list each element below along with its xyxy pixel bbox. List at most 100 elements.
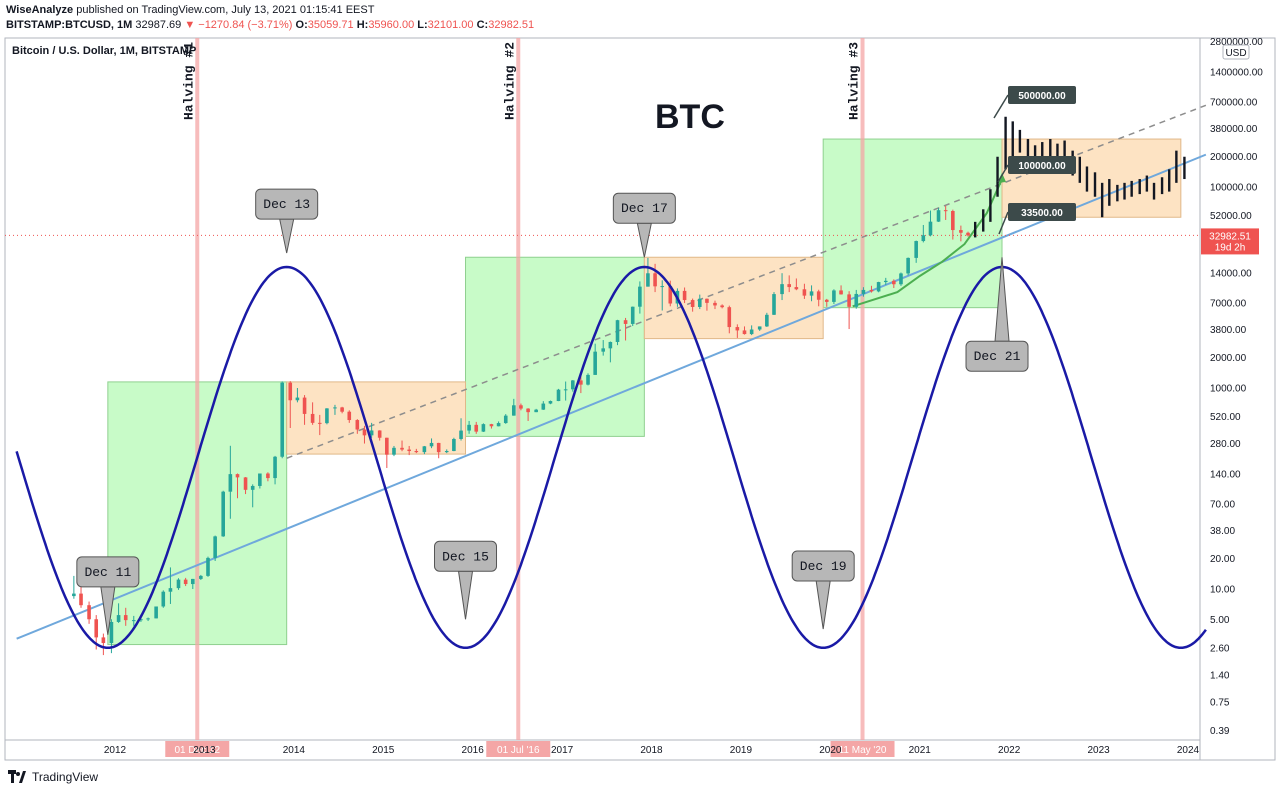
symbol-label: BITSTAMP:BTCUSD, 1M [6, 19, 133, 31]
price-tick-label[interactable]: 1000.00 [1210, 384, 1247, 395]
price-tick-label[interactable]: 1400000.00 [1210, 67, 1263, 78]
callout-pointer [636, 222, 652, 258]
time-tick-label[interactable]: 2018 [640, 745, 663, 756]
price-tick-label[interactable]: 1.40 [1210, 670, 1230, 681]
candle-body [630, 306, 635, 324]
cycle-callouts: Dec 11 Dec 13 Dec 15 Dec 17 Dec 19 Dec 21 [76, 188, 1029, 635]
projection-bar [1116, 184, 1119, 202]
time-tick-label[interactable]: 2012 [104, 745, 127, 756]
price-tick-label[interactable]: 200000.00 [1210, 152, 1258, 163]
candle-body [288, 382, 293, 401]
projection-bar [1056, 143, 1059, 167]
time-tick-label[interactable]: 2017 [551, 745, 574, 756]
tradingview-logo-icon [8, 770, 26, 783]
price-tick-label[interactable]: 2000.00 [1210, 353, 1247, 364]
candle-body [317, 422, 322, 424]
halving-date-badge [486, 741, 551, 757]
candle-body [653, 273, 657, 287]
price-tick-label[interactable]: 70.00 [1210, 500, 1235, 511]
price-tick-label[interactable]: 2.60 [1210, 643, 1230, 654]
price-tick-label[interactable]: 100000.00 [1210, 183, 1258, 194]
projection-bar [1152, 182, 1156, 200]
currency-badge[interactable] [1222, 44, 1250, 60]
target-label: 500000.00 [1018, 91, 1066, 102]
candle-body [832, 290, 836, 302]
current-price-badge[interactable] [1201, 228, 1259, 255]
candle-body [325, 408, 329, 424]
author-name[interactable]: WiseAnalyze [6, 4, 74, 16]
candle-body [809, 291, 814, 296]
candle-body [407, 449, 411, 452]
price-tick-label[interactable]: 2800000.00 [1210, 37, 1263, 48]
candle-body [668, 286, 673, 304]
price-tick-label[interactable]: 0.75 [1210, 698, 1230, 709]
time-tick-label[interactable]: 2015 [372, 745, 395, 756]
projection-bar [1041, 142, 1044, 164]
candle-body [854, 293, 859, 307]
candle-body [742, 330, 747, 335]
time-tick-label[interactable]: 2019 [730, 745, 753, 756]
candle-body [213, 536, 217, 558]
price-tick-label[interactable]: 280.00 [1210, 439, 1241, 450]
callout-box [255, 188, 319, 220]
price-tick-label[interactable]: 5.00 [1210, 615, 1230, 626]
candle-body [243, 477, 248, 490]
target-box [1008, 86, 1076, 104]
time-tick-label[interactable]: 2022 [998, 745, 1021, 756]
footer-brand[interactable]: TradingView [32, 770, 99, 784]
candle-body [190, 578, 195, 585]
price-tick-label[interactable]: 38.00 [1210, 526, 1235, 537]
price-tick-label[interactable]: 7000.00 [1210, 299, 1247, 310]
time-tick-label[interactable]: 2023 [1087, 745, 1110, 756]
price-tick-label[interactable]: 3800.00 [1210, 325, 1247, 336]
price-tick-label[interactable]: 520.00 [1210, 412, 1241, 423]
candle-body [794, 287, 799, 290]
time-tick-label[interactable]: 2014 [283, 745, 306, 756]
price-tick-label[interactable]: 20.00 [1210, 554, 1235, 565]
time-tick-label[interactable]: 2020 [819, 745, 842, 756]
time-tick-label[interactable]: 2021 [909, 745, 932, 756]
close-label: C: [476, 19, 489, 31]
candle-body [116, 615, 121, 622]
price-tick-label[interactable]: 52000.00 [1210, 211, 1252, 222]
candle-body [660, 286, 665, 288]
price-tick-label[interactable]: 14000.00 [1210, 268, 1252, 279]
sine-path [15, 265, 1207, 650]
chart-frame [4, 37, 1276, 761]
price-tick-label[interactable]: 10.00 [1210, 585, 1235, 596]
projection-bar [1175, 150, 1178, 183]
halving-date-badge [165, 741, 230, 757]
candle-body [295, 397, 300, 401]
candle-body [392, 447, 396, 455]
price-tick-label[interactable]: 700000.00 [1210, 98, 1258, 109]
candle-body [757, 326, 762, 330]
candle-body [928, 221, 933, 236]
price-tick-label[interactable]: 380000.00 [1210, 124, 1258, 135]
halving-date-label: 11 May '20 [839, 745, 887, 756]
candle-body [869, 289, 874, 292]
time-axis[interactable]: 2012 2013 2014 2015 2016 2017 2018 2019 2020 2021… [104, 745, 1200, 756]
candle-body [436, 442, 441, 453]
halving-date-label: 01 Jul '16 [497, 745, 540, 756]
price-axis[interactable]: 2800000.00 1400000.00 700000.00 380000.00 20… [1201, 37, 1263, 737]
low-label: L: [417, 19, 428, 31]
time-tick-label[interactable]: 2013 [193, 745, 216, 756]
callout-box [76, 556, 140, 588]
projection-bar [1004, 116, 1007, 170]
candle-body [563, 389, 568, 391]
time-tick-label[interactable]: 2016 [462, 745, 485, 756]
projection-bar [1085, 166, 1089, 192]
projection-bar [1033, 145, 1037, 167]
footer: TradingView [8, 770, 98, 784]
target-box [1008, 203, 1076, 221]
candle-body [369, 430, 374, 436]
candle-body [511, 405, 516, 416]
candle-body [847, 294, 851, 307]
price-tick-label[interactable]: 0.39 [1210, 726, 1230, 737]
time-tick-label[interactable]: 2024 [1177, 745, 1200, 756]
candle-body [72, 593, 76, 597]
price-tick-label[interactable]: 140.00 [1210, 469, 1241, 480]
candle-body [593, 351, 597, 375]
candle-body [444, 451, 449, 453]
